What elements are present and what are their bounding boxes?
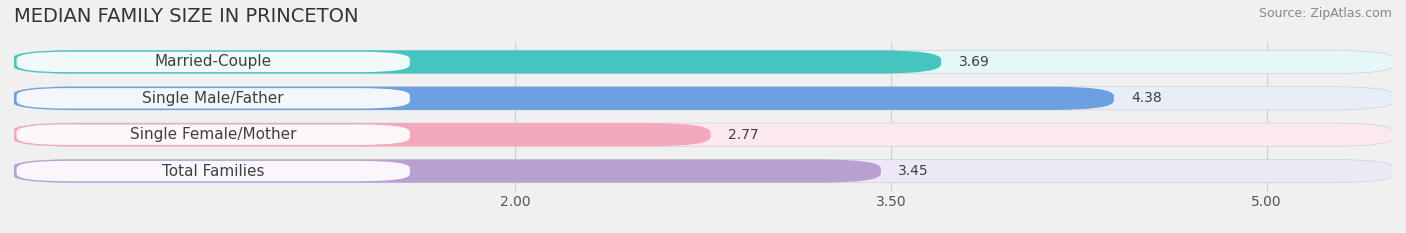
Text: Total Families: Total Families: [162, 164, 264, 178]
Text: 2.77: 2.77: [728, 128, 759, 142]
FancyBboxPatch shape: [11, 159, 1395, 183]
FancyBboxPatch shape: [11, 50, 941, 74]
Text: 4.38: 4.38: [1132, 91, 1163, 105]
FancyBboxPatch shape: [17, 124, 411, 145]
FancyBboxPatch shape: [11, 123, 1395, 146]
Text: 3.69: 3.69: [959, 55, 990, 69]
Text: MEDIAN FAMILY SIZE IN PRINCETON: MEDIAN FAMILY SIZE IN PRINCETON: [14, 7, 359, 26]
FancyBboxPatch shape: [11, 123, 710, 146]
FancyBboxPatch shape: [17, 52, 411, 72]
FancyBboxPatch shape: [17, 88, 411, 109]
FancyBboxPatch shape: [11, 50, 1395, 74]
FancyBboxPatch shape: [11, 87, 1395, 110]
Text: Source: ZipAtlas.com: Source: ZipAtlas.com: [1258, 7, 1392, 20]
Text: Married-Couple: Married-Couple: [155, 55, 271, 69]
Text: Single Male/Father: Single Male/Father: [142, 91, 284, 106]
FancyBboxPatch shape: [11, 87, 1114, 110]
FancyBboxPatch shape: [11, 159, 882, 183]
FancyBboxPatch shape: [17, 161, 411, 181]
Text: Single Female/Mother: Single Female/Mother: [129, 127, 297, 142]
Text: 3.45: 3.45: [898, 164, 929, 178]
